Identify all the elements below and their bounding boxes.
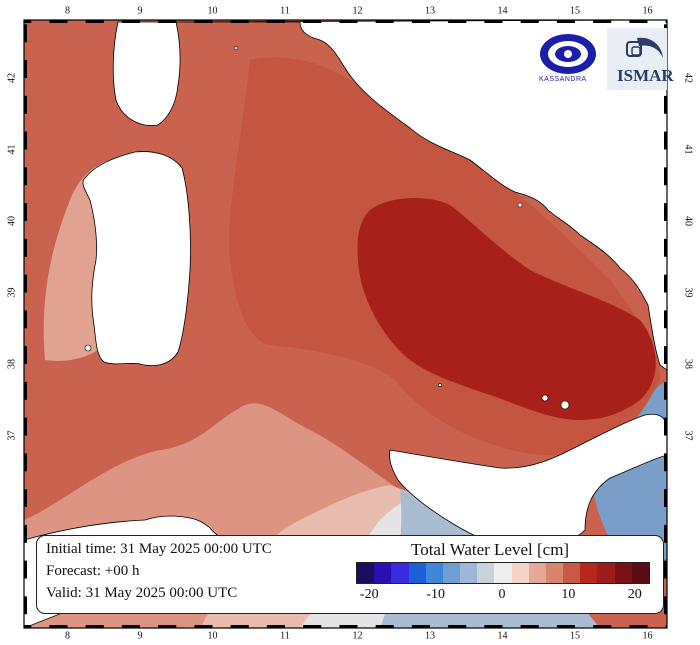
colorbar-swatch — [563, 563, 581, 583]
latitude-label-right: 42 — [683, 73, 694, 83]
colorbar-tick-label: 0 — [498, 587, 506, 602]
colorbar-swatch — [408, 563, 426, 583]
longitude-label-top: 13 — [425, 5, 435, 16]
longitude-label-bottom: 13 — [425, 630, 435, 641]
land-sicily — [389, 413, 667, 550]
longitude-label-bottom: 8 — [65, 630, 70, 641]
latitude-label-right: 37 — [683, 431, 694, 441]
colorbar-swatch — [511, 563, 529, 583]
colorbar-swatch — [545, 563, 564, 583]
sea-field-highest — [357, 198, 656, 420]
land-island-small — [84, 344, 92, 352]
colorbar — [356, 562, 650, 584]
colorbar-swatch — [614, 563, 632, 583]
colorbar-swatch — [460, 563, 478, 583]
longitude-label-bottom: 12 — [353, 630, 363, 641]
colorbar-swatch — [494, 563, 512, 583]
colorbar-swatch — [528, 563, 546, 583]
ismar-logo: ISMAR — [607, 28, 674, 90]
longitude-label-bottom: 15 — [570, 630, 580, 641]
land-island-small — [560, 400, 570, 410]
map-frame-checker — [24, 20, 667, 628]
longitude-label-bottom: 9 — [138, 630, 143, 641]
kassandra-logo: KASSANDRA — [533, 28, 603, 90]
ismar-logo-text: ISMAR — [617, 66, 674, 85]
colorbar-swatch — [442, 563, 461, 583]
valid-time-text: Valid: 31 May 2025 00:00 UTC — [46, 585, 238, 601]
latitude-label-left: 37 — [6, 431, 17, 441]
longitude-label-top: 15 — [570, 5, 580, 16]
colorbar-tick-label: 20 — [627, 587, 642, 602]
land-sardinia — [82, 151, 191, 367]
forecast-text: Forecast: +00 h — [46, 563, 140, 579]
longitude-label-top: 11 — [280, 5, 290, 16]
land-corsica — [112, 21, 181, 126]
colorbar-swatch — [477, 563, 495, 583]
colorbar-tick-label: 10 — [561, 587, 576, 602]
longitude-label-bottom: 14 — [498, 630, 508, 641]
longitude-label-top: 14 — [498, 5, 508, 16]
longitude-label-top: 10 — [208, 5, 218, 16]
longitude-label-top: 12 — [353, 5, 363, 16]
longitude-label-top: 16 — [643, 5, 653, 16]
latitude-label-right: 39 — [683, 288, 694, 298]
colorbar-tick-label: -10 — [426, 587, 445, 602]
longitude-label-bottom: 10 — [208, 630, 218, 641]
kassandra-logo-text: KASSANDRA — [539, 76, 587, 83]
land-island-small — [234, 46, 238, 50]
longitude-label-bottom: 16 — [643, 630, 653, 641]
land-island-small — [541, 394, 549, 402]
latitude-label-left: 41 — [6, 145, 17, 155]
latitude-label-right: 41 — [683, 145, 694, 155]
colorbar-swatch — [425, 563, 443, 583]
colorbar-swatch — [597, 563, 615, 583]
latitude-label-right: 40 — [683, 216, 694, 226]
longitude-label-top: 8 — [65, 5, 70, 16]
latitude-label-right: 38 — [683, 359, 694, 369]
longitude-label-bottom: 11 — [280, 630, 290, 641]
latitude-label-left: 38 — [6, 359, 17, 369]
land-island-small — [438, 383, 442, 387]
latitude-label-left: 42 — [6, 73, 17, 83]
colorbar-tick-label: -20 — [359, 587, 379, 602]
latitude-label-left: 40 — [6, 216, 17, 226]
legend-title: Total Water Level [cm] — [411, 540, 570, 559]
colorbar-swatch — [580, 563, 598, 583]
land-italy-west — [175, 20, 667, 371]
coordinate-labels: 8 8 9 9 10 10 11 11 12 12 13 13 14 14 15 15 16 16 42 42 41 41… — [6, 5, 693, 641]
land-island-small — [517, 202, 523, 208]
latitude-label-left: 39 — [6, 288, 17, 298]
info-legend-box: Initial time: 31 May 2025 00:00 UTC Fore… — [36, 535, 664, 614]
colorbar-swatch — [357, 563, 375, 583]
longitude-label-top: 9 — [138, 5, 143, 16]
colorbar-swatch — [391, 563, 409, 583]
initial-time-text: Initial time: 31 May 2025 00:00 UTC — [46, 541, 272, 557]
colorbar-swatch — [374, 563, 392, 583]
colorbar-swatch — [631, 563, 649, 583]
